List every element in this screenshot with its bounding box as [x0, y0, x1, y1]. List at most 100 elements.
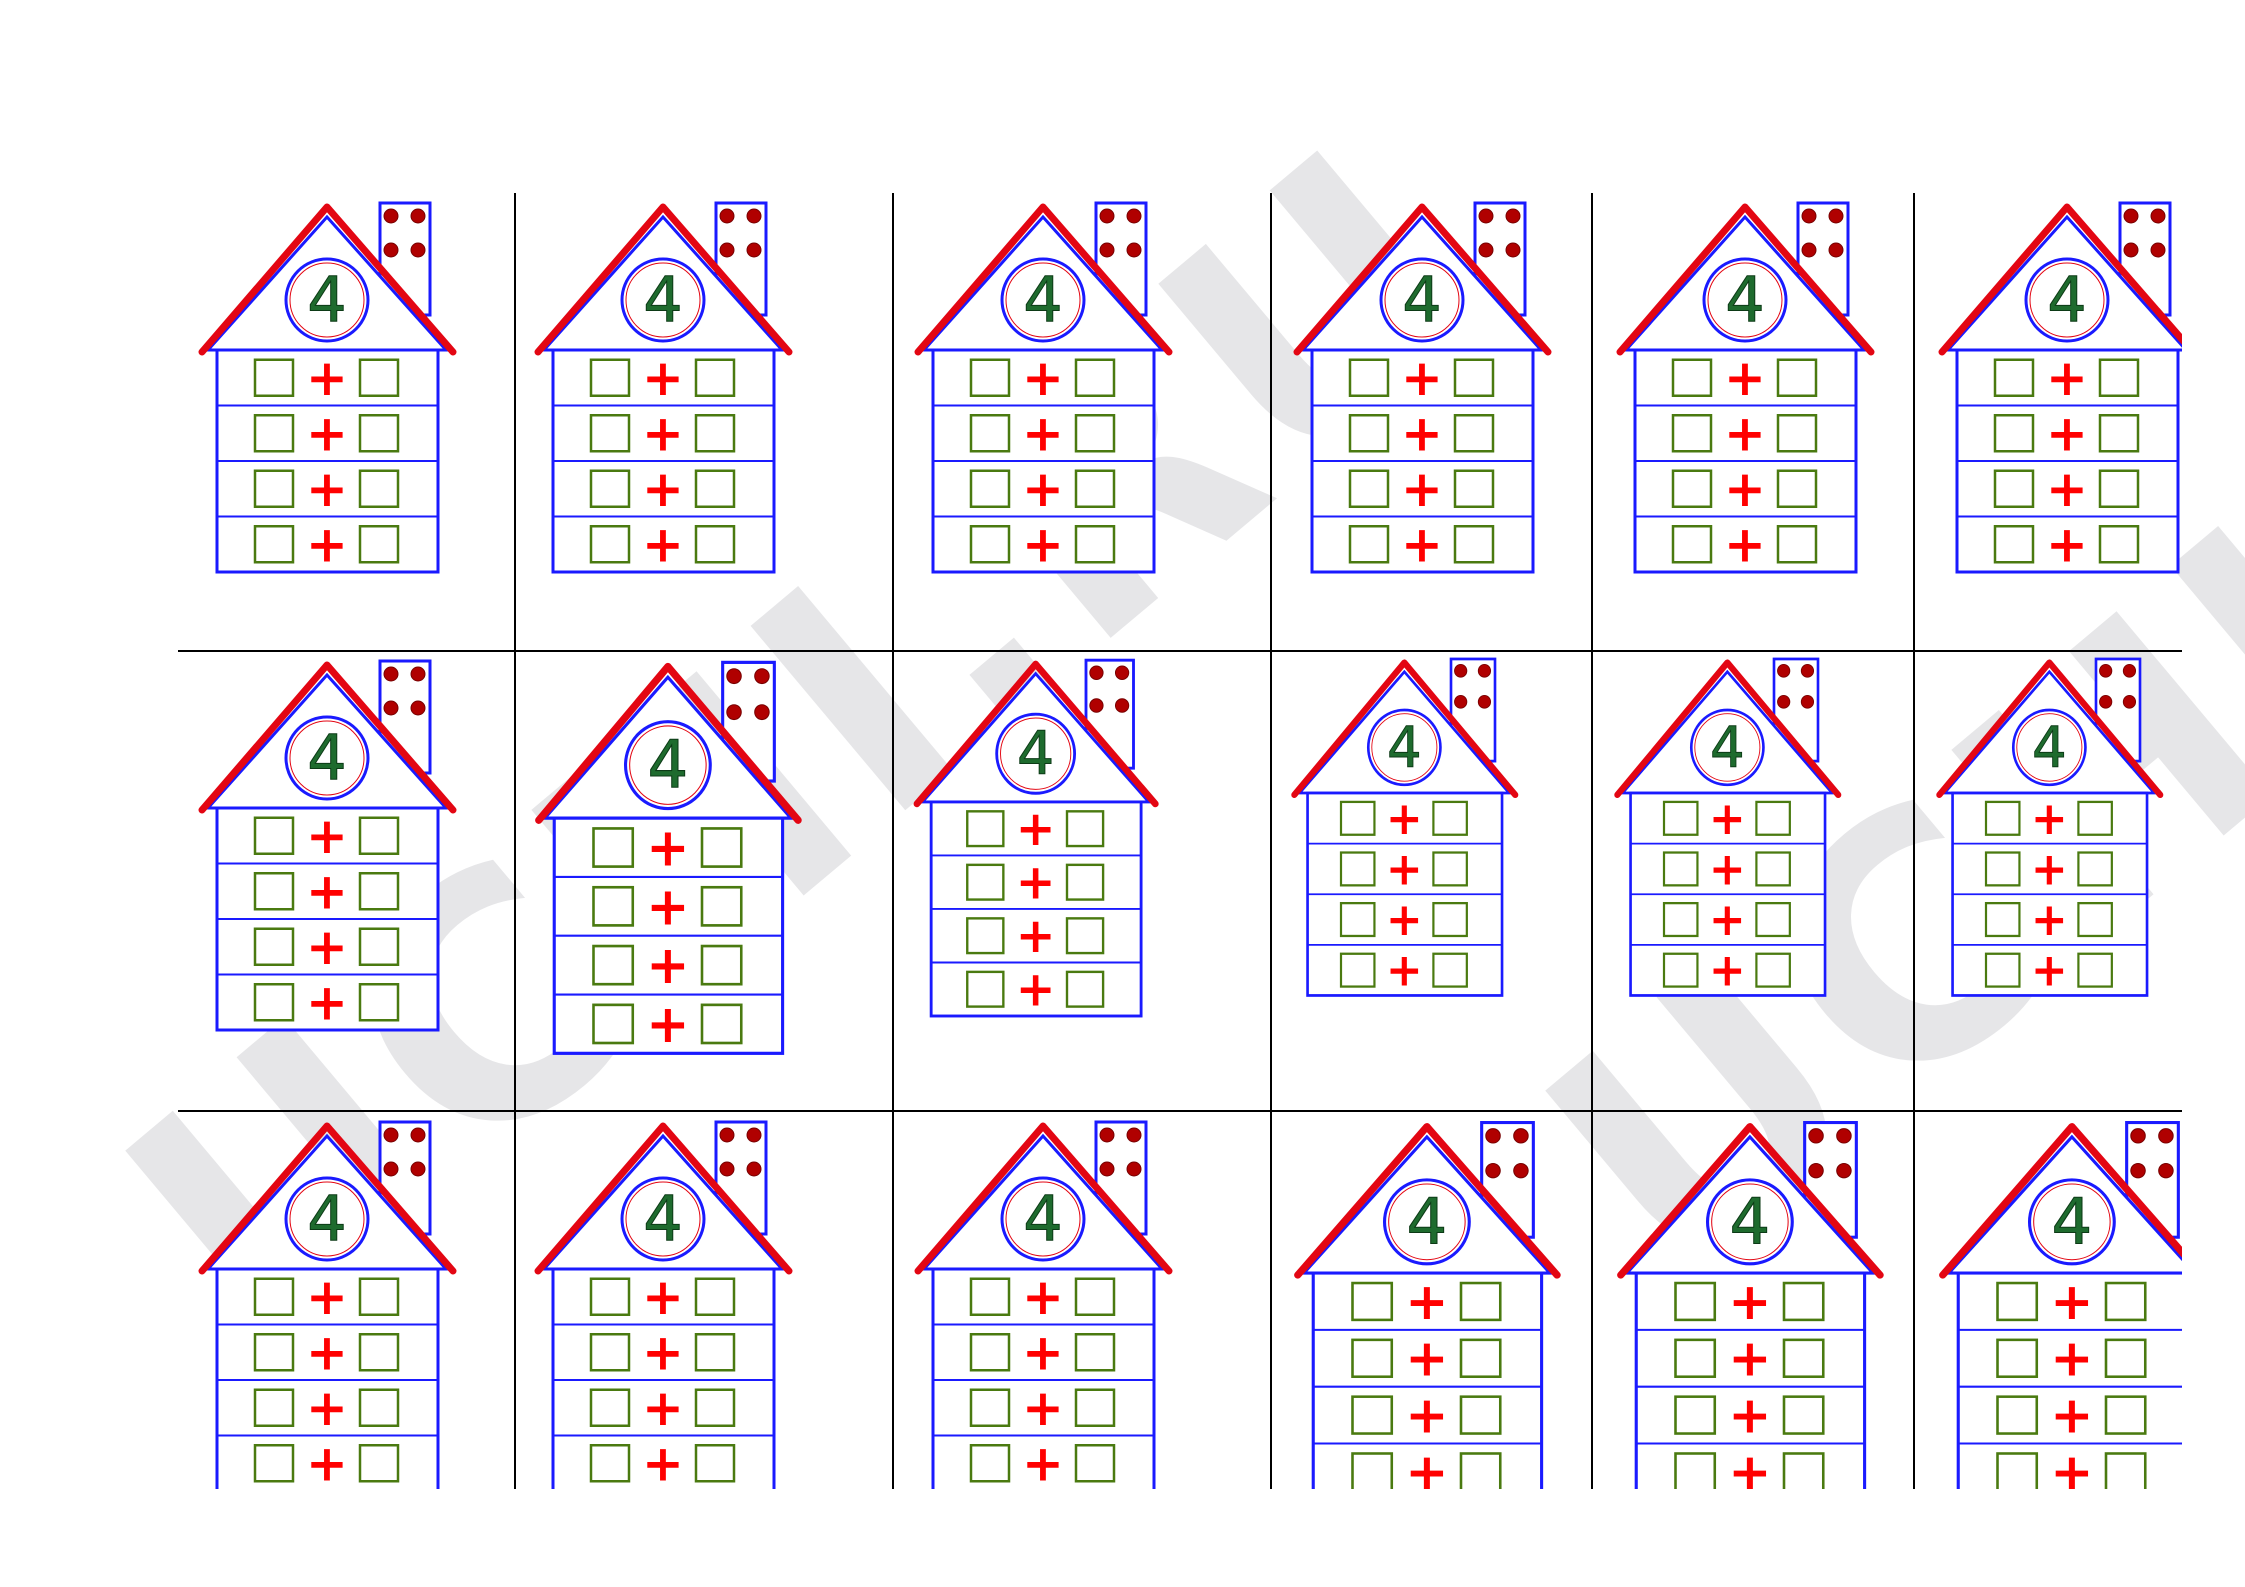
number-house: 4++++ [914, 201, 1173, 574]
chimney-dot [2123, 208, 2139, 224]
chimney-dot [2099, 663, 2113, 678]
number-circle [620, 257, 706, 343]
cut-line [1591, 193, 1593, 1489]
number-circle [1705, 1178, 1794, 1266]
roof [535, 662, 802, 824]
answer-box-left [1351, 1395, 1394, 1435]
answer-box-left [1993, 525, 2035, 564]
plus-sign: + [2050, 1443, 2093, 1489]
plus-sign: + [1386, 892, 1423, 946]
number-circle-inner [289, 262, 365, 338]
roof [1616, 203, 1875, 356]
answer-box-right [694, 1333, 736, 1372]
answer-box-left [969, 1333, 1011, 1372]
answer-box-left [1339, 901, 1376, 938]
number-circle-inner [1371, 713, 1438, 782]
answer-box-left [1984, 952, 2021, 988]
cut-line [892, 193, 894, 1489]
plus-sign: + [1022, 349, 1064, 407]
plus-sign: + [2031, 842, 2068, 896]
answer-box-left [969, 1388, 1011, 1427]
chimney-dot [1777, 694, 1791, 709]
house-number: 4 [643, 263, 682, 336]
plus-sign: + [306, 515, 348, 573]
chimney-dot [1478, 242, 1494, 258]
cut-line [1270, 193, 1272, 1489]
plus-sign: + [642, 515, 684, 573]
plus-sign: + [1401, 515, 1443, 573]
answer-box-left [1671, 414, 1713, 453]
number-circle [1689, 708, 1765, 787]
number-house: 4++++ [534, 1120, 793, 1489]
chimney-dot [1477, 694, 1492, 709]
number-circle [1382, 1178, 1471, 1266]
answer-box-left [589, 1333, 631, 1372]
answer-box-left [253, 469, 295, 508]
roof [1614, 659, 1842, 799]
answer-box-left [1674, 1395, 1717, 1435]
answer-box-right [358, 1388, 400, 1427]
plus-sign: + [306, 1268, 348, 1326]
plus-sign: + [1401, 460, 1443, 518]
answer-box-left [1662, 851, 1699, 887]
answer-box-left [1996, 1395, 2039, 1435]
chimney-dot [1099, 1127, 1115, 1143]
answer-box-left [1984, 851, 2021, 887]
answer-box-right [1074, 414, 1116, 453]
answer-box-right [358, 872, 400, 911]
number-circle-inner [1005, 1181, 1081, 1257]
number-house: 4++++ [534, 201, 793, 574]
plus-sign: + [1022, 1323, 1064, 1381]
answer-box-right [1065, 863, 1105, 901]
number-house: 4++++ [1291, 657, 1519, 997]
answer-box-right [1074, 1388, 1116, 1427]
chimney-dot [1478, 208, 1494, 224]
answer-box-right [700, 944, 743, 986]
plus-sign: + [1016, 802, 1056, 857]
answer-box-left [589, 1444, 631, 1483]
number-house: 4++++ [1938, 201, 2182, 574]
answer-box-right [1776, 414, 1818, 453]
chimney-dot [1126, 242, 1142, 258]
cut-line [178, 1110, 2182, 1112]
number-circle [620, 1176, 706, 1262]
chimney-dot [754, 704, 770, 721]
answer-box-right [1432, 800, 1468, 836]
answer-box-right [700, 1003, 743, 1045]
chimney-dot [1800, 694, 1815, 709]
plus-sign: + [646, 817, 689, 879]
number-circle [623, 720, 712, 811]
plus-sign: + [642, 460, 684, 518]
answer-box-right [1776, 525, 1818, 564]
plus-sign: + [2046, 515, 2088, 573]
answer-box-right [1453, 469, 1495, 508]
answer-box-left [1351, 1338, 1394, 1378]
answer-box-right [358, 469, 400, 508]
chimney-dot [1089, 698, 1104, 713]
answer-box-left [253, 927, 295, 966]
number-circle-inner [289, 720, 365, 796]
chimney-dot [1099, 1161, 1115, 1177]
answer-box-left [1993, 414, 2035, 453]
plus-sign: + [2050, 1386, 2093, 1446]
answer-box-right [1459, 1338, 1502, 1378]
answer-box-left [589, 414, 631, 453]
plus-sign: + [2031, 791, 2068, 845]
chimney-dot [410, 1127, 426, 1143]
answer-box-right [1776, 358, 1818, 397]
plus-sign: + [1022, 404, 1064, 462]
chimney-dot [410, 208, 426, 224]
cut-line [514, 193, 516, 1489]
answer-box-left [1662, 800, 1699, 836]
plus-sign: + [306, 1379, 348, 1437]
answer-box-right [694, 1444, 736, 1483]
number-house: 4++++ [198, 659, 457, 1032]
cut-line [178, 650, 2182, 652]
answer-box-right [358, 927, 400, 966]
chimney-dot [1808, 1128, 1824, 1144]
answer-box-left [589, 1388, 631, 1427]
plus-sign: + [646, 935, 689, 997]
chimney-dot [2122, 694, 2137, 709]
answer-box-right [2077, 952, 2113, 988]
chimney-dot [410, 1161, 426, 1177]
